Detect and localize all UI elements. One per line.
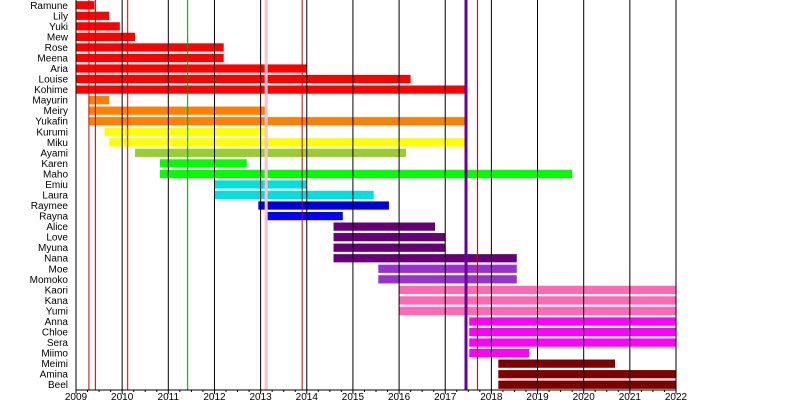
member-label: Kaori: [45, 285, 68, 296]
member-label: Momoko: [30, 275, 69, 286]
member-label: Love: [46, 233, 68, 244]
member-bar: [88, 96, 110, 105]
member-bar: [88, 106, 268, 115]
member-bar: [378, 275, 517, 284]
member-label: Louise: [39, 75, 69, 86]
member-bar: [76, 1, 95, 10]
member-label: Myuna: [38, 243, 68, 254]
axis-layer: 2009 2010 2011 2012 2013 2014 2015 2016 2017 2018…: [65, 389, 688, 400]
member-labels-layer: RamuneLilyYukiMewRoseMeenaAriaLouiseKohi…: [30, 1, 69, 391]
member-bar: [333, 222, 436, 231]
member-bar: [469, 327, 676, 337]
member-bar: [469, 317, 676, 326]
member-bar: [333, 243, 446, 252]
member-label: Miku: [47, 138, 68, 149]
grid-layer: [75, 0, 677, 390]
x-tick-label: 2018: [480, 392, 503, 400]
member-bar: [214, 190, 374, 200]
x-tick-label: 2022: [665, 392, 688, 400]
event-lines-layer: [88, 0, 479, 390]
x-tick-label: 2012: [203, 392, 226, 400]
member-bar: [135, 148, 407, 157]
member-bar: [160, 169, 573, 179]
member-bar: [76, 32, 136, 42]
x-tick-label: 2014: [296, 392, 319, 400]
x-tick-label: 2009: [65, 392, 88, 400]
member-bar: [76, 43, 224, 52]
member-label: Rose: [45, 43, 69, 54]
member-label: Nana: [44, 254, 68, 265]
member-label: Yuki: [49, 22, 68, 33]
member-bar: [267, 211, 343, 221]
member-label: Aria: [50, 64, 68, 75]
member-label: Emiu: [45, 180, 68, 191]
member-label: Mew: [47, 32, 69, 43]
member-label: Meena: [37, 53, 68, 64]
member-bar: [258, 201, 389, 210]
member-label: Beel: [48, 380, 68, 391]
member-bar: [498, 380, 676, 389]
x-tick-label: 2017: [434, 392, 457, 400]
member-bar: [76, 64, 307, 73]
member-bar: [160, 159, 247, 168]
member-bar: [469, 338, 676, 347]
member-bar: [76, 74, 411, 84]
member-label: Rayna: [39, 212, 68, 223]
member-bar: [378, 264, 517, 273]
member-bar: [76, 11, 110, 20]
member-label: Laura: [42, 191, 68, 202]
member-label: Maho: [43, 169, 68, 180]
member-label: Yumi: [46, 306, 68, 317]
x-tick-label: 2010: [111, 392, 134, 400]
member-label: Ramune: [30, 1, 68, 12]
member-label: Alice: [46, 222, 68, 233]
member-label: Sera: [47, 338, 69, 349]
member-label: Meimi: [41, 359, 68, 370]
x-tick-label: 2013: [249, 392, 272, 400]
member-label: Amina: [40, 370, 69, 381]
member-bar: [88, 117, 466, 126]
member-bar: [76, 53, 224, 63]
member-bar: [109, 138, 466, 147]
member-label: Kurumi: [36, 127, 68, 138]
member-label: Chloe: [42, 328, 69, 339]
member-label: Mayurin: [32, 96, 68, 107]
member-bar: [76, 85, 466, 94]
x-tick-label: 2015: [342, 392, 365, 400]
member-label: Moe: [49, 264, 69, 275]
member-label: Yukafin: [35, 117, 68, 128]
member-label: Ayami: [40, 148, 68, 159]
member-label: Lily: [53, 11, 68, 22]
member-label: Meiry: [44, 106, 68, 117]
x-tick-label: 2021: [619, 392, 642, 400]
member-label: Kana: [45, 296, 69, 307]
member-bar: [333, 254, 517, 263]
member-label: Raymee: [31, 201, 69, 212]
member-label: Miimo: [41, 349, 68, 360]
member-bar: [498, 359, 616, 368]
x-tick-label: 2019: [526, 392, 549, 400]
member-bar: [76, 22, 120, 31]
x-tick-label: 2011: [158, 392, 180, 400]
member-label: Anna: [45, 317, 69, 328]
x-tick-label: 2020: [573, 392, 596, 400]
member-label: Karen: [41, 159, 68, 170]
x-tick-label: 2016: [388, 392, 411, 400]
member-bar: [469, 348, 530, 358]
member-bar: [104, 127, 268, 136]
member-bar: [333, 233, 446, 242]
member-label: Kohime: [34, 85, 68, 96]
member-bar: [498, 370, 676, 379]
